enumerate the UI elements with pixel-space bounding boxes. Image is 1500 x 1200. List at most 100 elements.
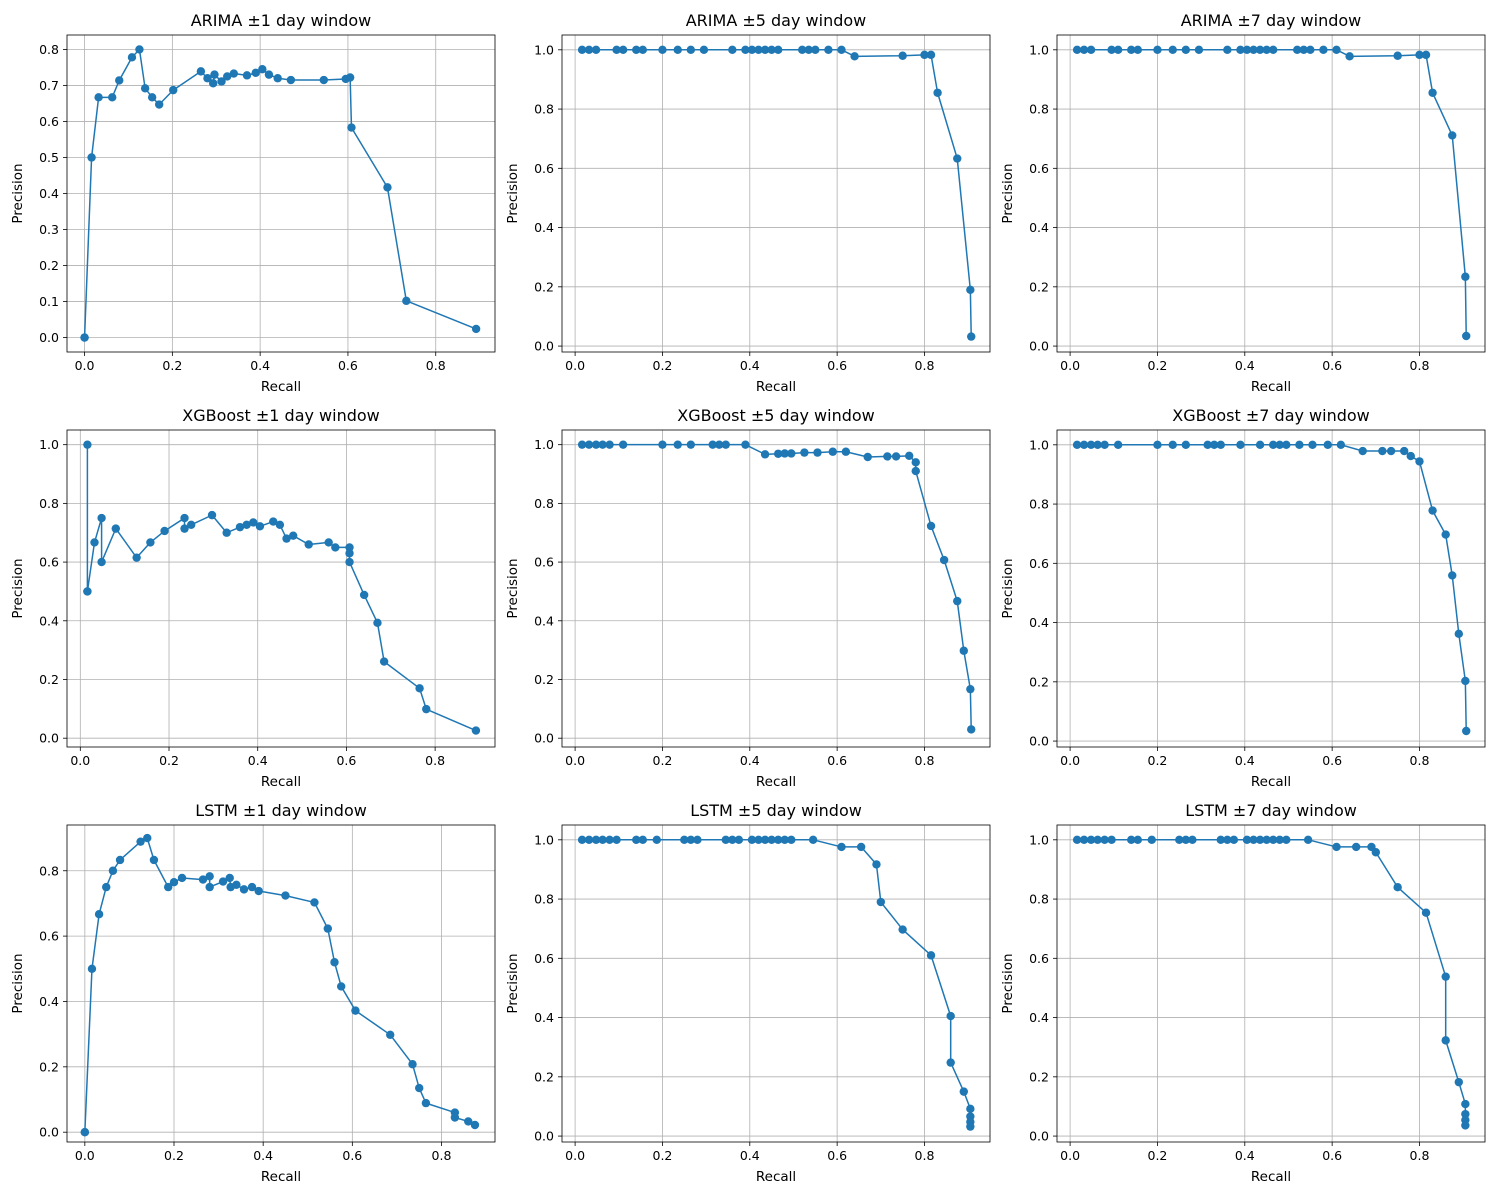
y-tick-label: 0.4 [534,1010,554,1025]
data-point [1175,835,1184,845]
y-axis-label: Precision [1000,558,1016,618]
x-tick-label: 0.4 [248,753,268,768]
data-point [638,45,647,55]
y-tick-label: 0.3 [39,222,59,237]
data-point [1371,848,1381,857]
y-tick-label: 0.2 [1029,1069,1049,1084]
data-point [787,449,796,458]
data-point [111,524,120,533]
data-point [345,557,354,567]
x-axis-label: Recall [756,774,796,790]
y-tick-label: 0.4 [534,220,554,235]
y-axis-label: Precision [505,953,521,1013]
data-point [898,51,907,60]
data-point [673,440,682,449]
data-point [1181,440,1191,450]
data-point [760,45,770,55]
data-point [1421,50,1431,60]
data-point [208,79,218,88]
data-point [1461,1099,1470,1109]
data-point [1332,842,1341,852]
y-tick-label: 0.2 [1029,279,1049,294]
data-point [1461,1109,1470,1119]
data-point [154,100,164,109]
data-point [149,855,159,865]
data-point [196,67,206,76]
data-point [1441,1036,1450,1045]
data-point [721,440,730,449]
data-point [856,842,866,852]
data-point [598,440,607,449]
data-point [734,835,744,845]
chart-title: XGBoost ±5 day window [677,406,875,425]
x-tick-label: 0.6 [338,358,358,373]
axes-frame [561,824,991,1143]
data-point [249,518,258,527]
chart-title: XGBoost ±7 day window [1172,406,1370,425]
data-point [1153,45,1162,55]
data-point [618,440,628,449]
data-point [728,45,737,55]
data-point [959,646,968,655]
data-point [164,882,173,892]
data-point [415,684,424,693]
data-point [1236,45,1245,55]
data-point [1153,440,1162,450]
data-point [115,855,125,865]
y-axis-label: Precision [10,163,26,223]
data-point [693,835,702,845]
data-point [324,538,333,547]
data-point [577,440,587,449]
data-point [1168,440,1177,450]
data-point [345,549,354,558]
data-point [282,534,291,543]
x-tick-label: 0.6 [342,1148,362,1163]
data-point [1448,571,1457,580]
data-point [808,835,818,845]
data-point [1323,440,1332,450]
data-point [1127,835,1136,845]
data-point [891,452,901,461]
data-point [1147,835,1156,845]
data-point [741,440,750,449]
data-point [966,1122,975,1131]
data-point [1079,45,1089,55]
data-point [773,449,783,458]
y-tick-label: 0.2 [39,672,59,687]
y-tick-label: 0.2 [534,279,554,294]
y-tick-label: 0.8 [39,863,59,878]
data-point [94,910,104,919]
x-tick-label: 0.8 [1410,753,1430,768]
data-point [1262,835,1271,845]
subplot-9: 0.0 0.2 0.4 0.6 0.8 0.0 0.2 0.4 0.6 0.8 1.0 LSTM ±7… [1000,801,1486,1185]
data-point [1428,88,1437,97]
data-point [605,835,614,845]
data-point [1236,440,1245,450]
chart-title: LSTM ±1 day window [195,801,367,820]
data-point [132,553,141,562]
y-tick-label: 0.6 [39,114,59,129]
axes-frame [561,429,991,748]
y-tick-label: 0.6 [39,555,59,570]
axes-frame [66,429,496,748]
data-point [319,75,328,85]
data-point [223,72,232,81]
data-point [920,50,929,60]
data-point [331,543,340,552]
data-point [1188,835,1197,845]
x-axis-label: Recall [1251,1169,1291,1185]
y-tick-label: 0.6 [1029,951,1049,966]
axes-frame [561,34,991,353]
data-point [281,891,290,900]
y-tick-label: 0.1 [39,294,59,309]
x-tick-label: 0.4 [253,1148,273,1163]
data-point [94,93,103,102]
x-tick-label: 0.6 [1322,753,1342,768]
data-point [813,448,822,457]
x-tick-label: 0.4 [1235,1148,1255,1163]
data-point [90,538,99,547]
data-point [1093,835,1102,845]
data-point [1358,446,1367,456]
data-point [577,835,587,845]
y-tick-label: 0.8 [534,892,554,907]
